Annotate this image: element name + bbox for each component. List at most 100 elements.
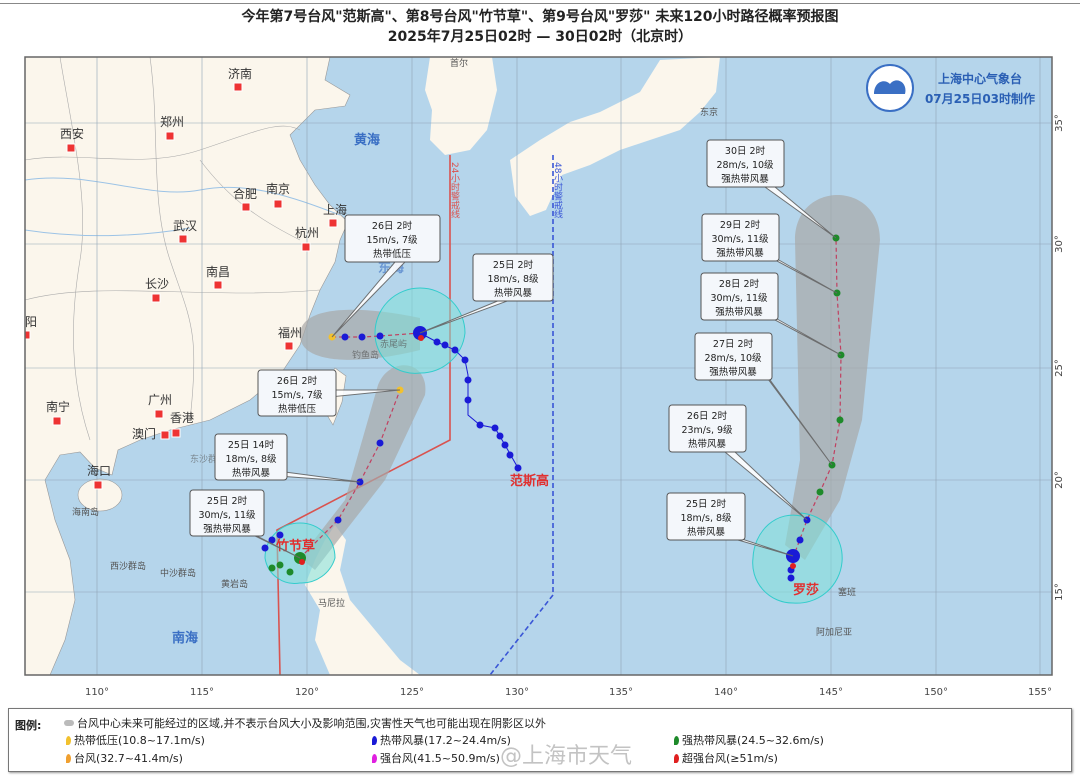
lat-tick: 20° (1054, 471, 1065, 489)
legend-cone: 台风中心未来可能经过的区域,并不表示台风大小及影响范围,灾害性天气也可能出现在阴… (64, 715, 546, 731)
city-hangzhou: 杭州 (295, 225, 319, 240)
japan (510, 57, 720, 216)
place-chiwei: 赤尾屿 (380, 339, 407, 350)
city-wuhan: 武汉 (173, 219, 197, 233)
svg-text:热带风暴: 热带风暴 (232, 467, 271, 479)
svg-text:26日 2时: 26日 2时 (687, 410, 728, 422)
svg-text:30m/s, 11级: 30m/s, 11级 (710, 292, 768, 304)
lat-tick: 35° (1054, 114, 1065, 132)
callout-krosa-29: 29日 2时 30m/s, 11级 强热带风暴 (701, 213, 780, 262)
city-guangzhou: 广州 (148, 393, 172, 407)
warning-48h-label: 48小时警戒线 (552, 162, 563, 218)
city-nanjing: 南京 (266, 181, 290, 196)
svg-text:25日 14时: 25日 14时 (228, 439, 275, 451)
callout-comay-25: 25日 2时 30m/s, 11级 强热带风暴 (189, 489, 265, 537)
place-hainan: 海南岛 (72, 506, 99, 518)
lon-tick: 155° (1028, 687, 1052, 698)
svg-text:热带风暴: 热带风暴 (687, 526, 726, 538)
lon-tick: 125° (400, 687, 424, 698)
typhoon-symbol-icon (674, 735, 679, 745)
svg-text:15m/s, 7级: 15m/s, 7级 (271, 389, 323, 401)
legend-item-strong-typhoon: 强台风(41.5~50.9m/s) (372, 750, 500, 766)
callout-comay-26: 26日 2时 15m/s, 7级 热带低压 (257, 369, 337, 417)
city-changsha: 长沙 (145, 277, 169, 291)
place-tokyo: 东京 (700, 106, 718, 118)
svg-text:热带风暴: 热带风暴 (494, 287, 533, 299)
warning-24h-label: 24小时警戒线 (449, 162, 460, 218)
svg-text:18m/s, 8级: 18m/s, 8级 (225, 453, 277, 465)
svg-text:25日 2时: 25日 2时 (686, 498, 727, 510)
svg-text:强热带风暴: 强热带风暴 (721, 173, 769, 185)
city-nanchang: 南昌 (206, 264, 230, 279)
place-zhongsha: 中沙群岛 (160, 567, 196, 579)
city-guiyang-partial: 阳 (25, 315, 37, 329)
warning-line-48h (489, 155, 554, 675)
svg-text:28m/s, 10级: 28m/s, 10级 (704, 352, 762, 364)
lon-tick: 110° (85, 687, 109, 698)
korea-peninsula (425, 57, 497, 155)
watermark: @上海市天气 (500, 744, 633, 769)
place-manila: 马尼拉 (318, 597, 345, 609)
typhoon-symbol-icon (372, 735, 377, 745)
svg-text:18m/s, 8级: 18m/s, 8级 (487, 273, 539, 285)
svg-text:15m/s, 7级: 15m/s, 7级 (366, 234, 418, 246)
city-fuzhou: 福州 (278, 325, 302, 340)
city-xian: 西安 (60, 126, 84, 141)
legend-item-super-typhoon: 超强台风(≥51m/s) (674, 750, 778, 766)
svg-text:热带风暴: 热带风暴 (688, 438, 727, 450)
svg-text:25日 2时: 25日 2时 (207, 495, 248, 507)
callout-francisco-26: 26日 2时 15m/s, 7级 热带低压 (344, 214, 441, 263)
callout-krosa-27: 27日 2时 28m/s, 10级 强热带风暴 (694, 332, 773, 381)
city-markers (25, 82, 338, 490)
place-seoul: 首尔 (450, 57, 468, 69)
svg-text:26日 2时: 26日 2时 (372, 220, 413, 232)
typhoon-symbol-icon (372, 753, 377, 763)
svg-text:强热带风暴: 强热带风暴 (203, 523, 251, 535)
lat-axis: 35° 30° 25° 20° 15° (1054, 114, 1065, 601)
callout-comay-25-14: 25日 14时 18m/s, 8级 热带风暴 (214, 433, 288, 481)
sea-south-china: 南海 (172, 630, 198, 646)
cone-comay (300, 365, 426, 570)
legend-title: 图例: (15, 719, 42, 732)
svg-text:30m/s, 11级: 30m/s, 11级 (198, 509, 256, 521)
city-zhengzhou: 郑州 (160, 114, 184, 129)
callout-krosa-28: 28日 2时 30m/s, 11级 强热带风暴 (700, 272, 779, 321)
svg-text:强热带风暴: 强热带风暴 (715, 306, 763, 318)
typhoon-symbol-icon (66, 735, 71, 745)
map-title: 今年第7号台风"范斯高"、第8号台风"竹节草"、第9号台风"罗莎" 未来120小… (241, 9, 839, 25)
track-points-storm (261, 326, 811, 582)
map-subtitle: 2025年7月25日02时 — 30日02时（北京时） (387, 29, 693, 45)
typhoon-symbol-icon (66, 753, 71, 763)
issuer-time: 07月25日03时制作 (925, 91, 1035, 106)
map-frame (24, 56, 1053, 676)
callout-francisco-25: 25日 2时 18m/s, 8级 热带风暴 (472, 253, 554, 302)
place-huangyan: 黄岩岛 (221, 578, 248, 590)
lon-tick: 130° (505, 687, 529, 698)
lat-tick: 25° (1054, 359, 1065, 377)
callout-krosa-30: 30日 2时 28m/s, 10级 强热带风暴 (706, 139, 785, 188)
issuer-name: 上海中心气象台 (938, 71, 1022, 86)
rivers (25, 177, 341, 237)
typhoon-label-krosa: 罗莎 (793, 582, 819, 598)
lon-tick: 140° (714, 687, 738, 698)
top-rule (0, 3, 1080, 4)
svg-text:29日 2时: 29日 2时 (720, 219, 761, 231)
callout-krosa-26: 26日 2时 23m/s, 9级 热带风暴 (668, 404, 747, 453)
city-haikou: 海口 (87, 463, 111, 478)
issuer-logo (866, 64, 914, 112)
lon-tick: 115° (190, 687, 214, 698)
svg-text:强热带风暴: 强热带风暴 (709, 366, 757, 378)
city-nanning: 南宁 (46, 399, 70, 414)
typhoon-symbol-icon (674, 753, 679, 763)
legend-item-typhoon: 台风(32.7~41.4m/s) (66, 750, 183, 766)
lon-axis: 110° 115° 120° 125° 130° 135° 140° 145° 150°… (85, 687, 1052, 698)
svg-text:热带低压: 热带低压 (278, 403, 317, 415)
svg-text:28日 2时: 28日 2时 (719, 278, 760, 290)
typhoon-label-francisco: 范斯高 (510, 473, 549, 489)
hainan-island (77, 478, 123, 512)
place-saipan: 塞班 (838, 586, 856, 598)
svg-text:30m/s, 11级: 30m/s, 11级 (711, 233, 769, 245)
legend: 图例: 台风中心未来可能经过的区域,并不表示台风大小及影响范围,灾害性天气也可能… (8, 708, 1072, 772)
legend-cone-label: 台风中心未来可能经过的区域,并不表示台风大小及影响范围,灾害性天气也可能出现在阴… (77, 717, 546, 730)
city-hefei: 合肥 (233, 186, 257, 201)
